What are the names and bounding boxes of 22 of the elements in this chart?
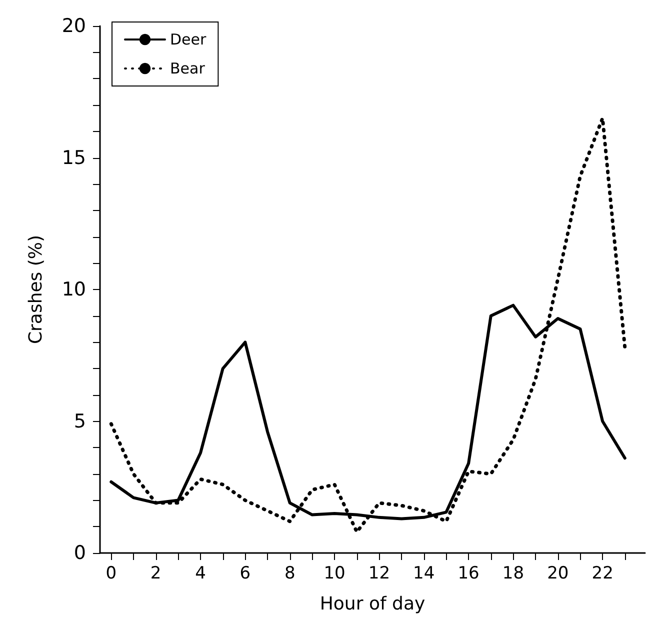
x-tick-label: 10 — [324, 564, 346, 584]
y-tick-label: 20 — [62, 15, 86, 37]
line-series — [109, 116, 627, 534]
x-tick-label: 14 — [413, 564, 435, 584]
y-tick-label: 10 — [62, 278, 86, 300]
x-tick-label: 16 — [458, 564, 480, 584]
x-tick-label: 6 — [240, 564, 251, 584]
x-tick-label: 22 — [592, 564, 614, 584]
y-tick-label: 15 — [62, 146, 86, 169]
x-axis-title: Hour of day — [320, 594, 426, 614]
y-tick-label: 5 — [74, 410, 86, 432]
x-tick-label: 0 — [106, 564, 117, 584]
x-tick-label: 12 — [368, 564, 390, 584]
x-tick-label: 8 — [284, 564, 296, 584]
y-tick-label: 0 — [74, 542, 86, 564]
x-tick-label: 4 — [195, 564, 206, 584]
x-tick-label: 18 — [502, 564, 524, 584]
x-tick-label: 2 — [150, 564, 162, 584]
legend-label: Deer — [170, 30, 208, 48]
legend-label: Bear — [170, 60, 206, 78]
y-axis-title: Crashes (%) — [26, 234, 46, 344]
x-tick-label: 20 — [547, 564, 569, 584]
